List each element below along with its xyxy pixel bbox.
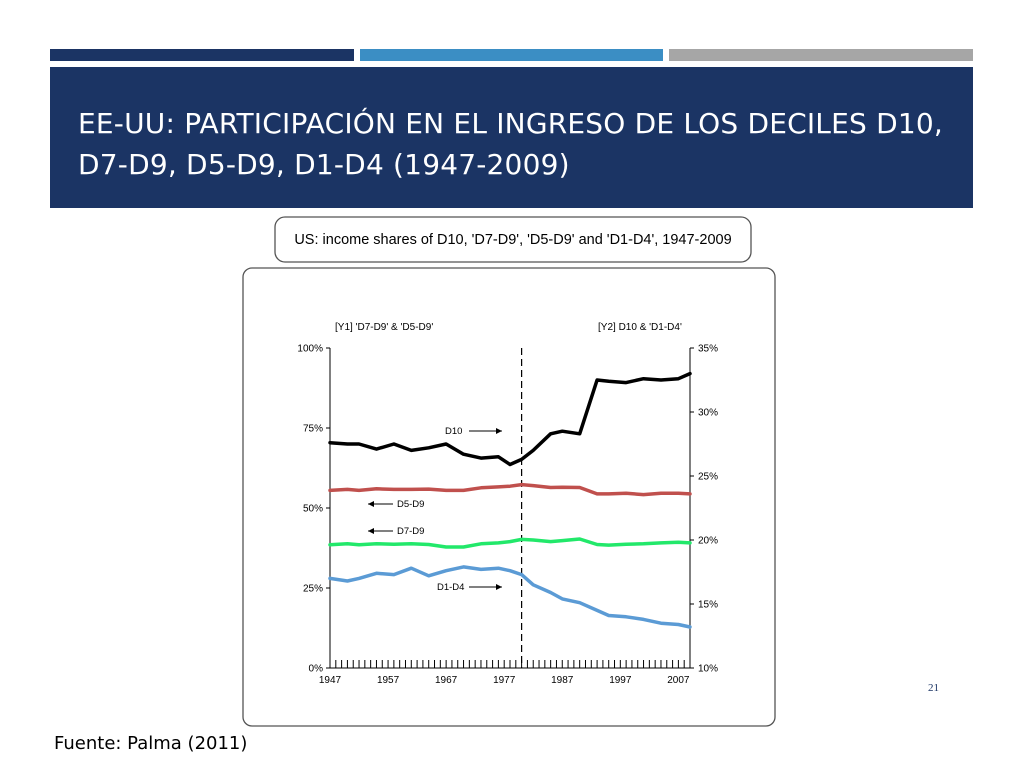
right-tick-label: 15%: [698, 600, 718, 611]
series-label-d7-d9: D7-D9: [397, 526, 424, 537]
series-label-d1-d4: D1-D4: [437, 582, 464, 593]
chart-frame: [242, 267, 776, 727]
right-tick-label: 25%: [698, 472, 718, 483]
x-tick-label: 1997: [609, 675, 632, 686]
left-tick-label: 25%: [303, 584, 323, 595]
label-arrow-head: [496, 428, 502, 434]
left-tick-label: 100%: [297, 344, 323, 355]
x-tick-label: 1977: [493, 675, 516, 686]
series-line-d1-d4: [328, 565, 692, 629]
x-tick-label: 2007: [667, 675, 690, 686]
source-note: Fuente: Palma (2011): [54, 733, 248, 754]
series-line-d5-d9: [328, 482, 692, 497]
accent-bar-navy: [50, 49, 354, 61]
left-axis-label: [Y1] 'D7-D9' & 'D5-D9': [335, 322, 433, 333]
chart-title-box: [274, 216, 752, 263]
right-tick-label: 35%: [698, 344, 718, 355]
label-arrow-head: [368, 501, 374, 507]
x-tick-label: 1947: [319, 675, 342, 686]
x-tick-label: 1957: [377, 675, 400, 686]
right-tick-label: 20%: [698, 536, 718, 547]
slide-title: EE-UU: PARTICIPACIÓN EN EL INGRESO DE LO…: [78, 107, 943, 181]
accent-bar-gray: [669, 49, 973, 61]
x-tick-label: 1987: [551, 675, 574, 686]
page-number: 21: [928, 682, 939, 694]
series-line-d7-d9: [328, 537, 692, 549]
right-axis-label: [Y2] D10 & 'D1-D4': [598, 322, 682, 333]
plot-area: 0% 25% 50% 75% 100% 10% 15% 20% 25% 30% 35% 1947 195…: [297, 344, 718, 687]
left-tick-label: 0%: [309, 664, 324, 675]
right-tick-label: 30%: [698, 408, 718, 419]
title-banner: EE-UU: PARTICIPACIÓN EN EL INGRESO DE LO…: [50, 67, 973, 208]
right-tick-label: 10%: [698, 664, 718, 675]
series-label-d10: D10: [445, 426, 462, 437]
series-line-d10: [328, 371, 692, 467]
left-tick-label: 75%: [303, 424, 323, 435]
label-arrow-head: [368, 528, 374, 534]
header-accent-bars: [50, 49, 973, 61]
left-tick-label: 50%: [303, 504, 323, 515]
x-tick-label: 1967: [435, 675, 458, 686]
chart-title: US: income shares of D10, 'D7-D9', 'D5-D…: [294, 232, 731, 248]
series-label-d5-d9: D5-D9: [397, 499, 424, 510]
accent-bar-blue: [360, 49, 663, 61]
label-arrow-head: [496, 584, 502, 590]
